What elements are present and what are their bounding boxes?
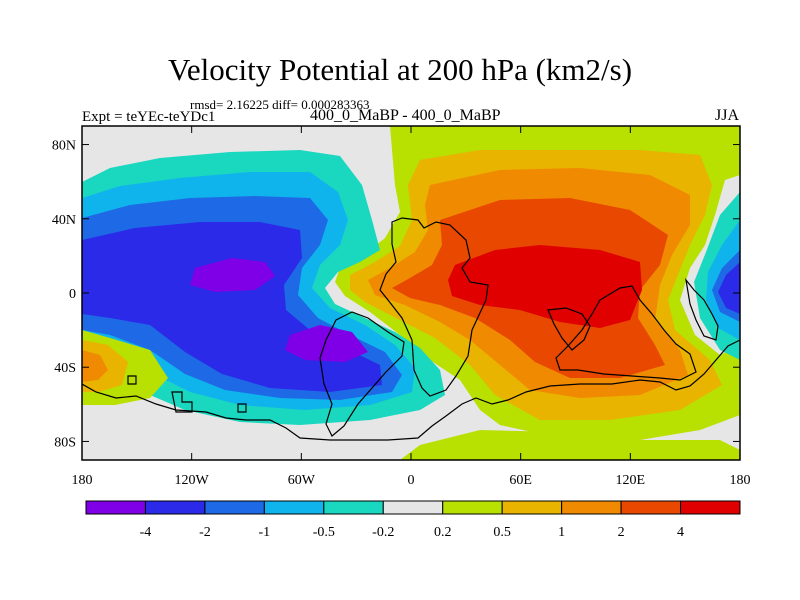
y-tick-label: 40N xyxy=(52,213,76,228)
season-label: JJA xyxy=(715,107,740,124)
colorbar-label: 0.5 xyxy=(493,525,511,540)
coastline-island-group xyxy=(127,375,247,413)
contour-band-5 xyxy=(448,245,642,328)
colorbar-label: -4 xyxy=(140,525,152,540)
x-tick-label: 60E xyxy=(509,473,532,488)
colorbar-swatch xyxy=(620,500,682,515)
axis-ticks: 180 120W 60W 0 60E 120E 180 80N 40N 0 40S 80S xyxy=(52,126,751,488)
coastline-africa xyxy=(379,217,489,397)
colorbar-label: 1 xyxy=(558,525,565,540)
contour-band-18 xyxy=(82,350,108,382)
colorbar-swatch xyxy=(501,500,563,515)
chart-title: Velocity Potential at 200 hPa (km2/s) xyxy=(167,52,633,87)
coastlines xyxy=(82,217,740,441)
colorbar-label: 2 xyxy=(618,525,625,540)
x-tick-label: 120E xyxy=(616,473,646,488)
colorbar-swatch xyxy=(85,500,146,515)
stats-label: rmsd= 2.16225 diff= 0.000283363 xyxy=(190,97,370,112)
x-tick-label: 0 xyxy=(408,473,415,488)
coastline-east-asia xyxy=(685,277,719,341)
subtitle-label: 400_0_MaBP - 400_0_MaBP xyxy=(310,107,501,124)
colorbar-label: 0.2 xyxy=(434,525,452,540)
colorbar-label: -2 xyxy=(199,525,211,540)
colorbar-swatch xyxy=(680,500,741,515)
contour-band-11 xyxy=(285,325,368,362)
coastline-india xyxy=(547,307,591,351)
y-tick-label: 80S xyxy=(54,435,76,450)
x-tick-label: 180 xyxy=(72,473,93,488)
x-tick-label: 120W xyxy=(175,473,210,488)
colorbar-swatch xyxy=(204,500,265,515)
y-tick-label: 0 xyxy=(69,287,76,302)
x-tick-label: 60W xyxy=(288,473,316,488)
x-tick-label: 180 xyxy=(730,473,751,488)
contour-band-15 xyxy=(718,262,740,314)
colorbar-label: -1 xyxy=(259,525,271,540)
colorbar: -4 -2 -1 -0.5 -0.2 0.2 0.5 1 2 4 xyxy=(85,500,741,540)
contour-field xyxy=(82,126,740,460)
colorbar-swatch xyxy=(323,500,384,515)
colorbar-swatch xyxy=(263,500,325,515)
coastline-antarctica xyxy=(82,339,740,441)
contour-band-10 xyxy=(190,258,275,292)
colorbar-swatch xyxy=(144,500,206,515)
coastline-south-america xyxy=(319,311,405,437)
colorbar-label: -0.2 xyxy=(372,525,394,540)
colorbar-label: -0.5 xyxy=(313,525,335,540)
colorbar-label: 4 xyxy=(677,525,684,540)
colorbar-swatch xyxy=(382,500,444,515)
colorbar-swatch xyxy=(561,500,622,515)
y-tick-label: 80N xyxy=(52,139,76,154)
experiment-label: Expt = teYEc-teYDc1 xyxy=(82,109,216,125)
coastline-australia xyxy=(555,285,697,381)
contour-band-19 xyxy=(400,430,740,460)
y-tick-label: 40S xyxy=(54,361,76,376)
colorbar-swatch xyxy=(442,500,503,515)
